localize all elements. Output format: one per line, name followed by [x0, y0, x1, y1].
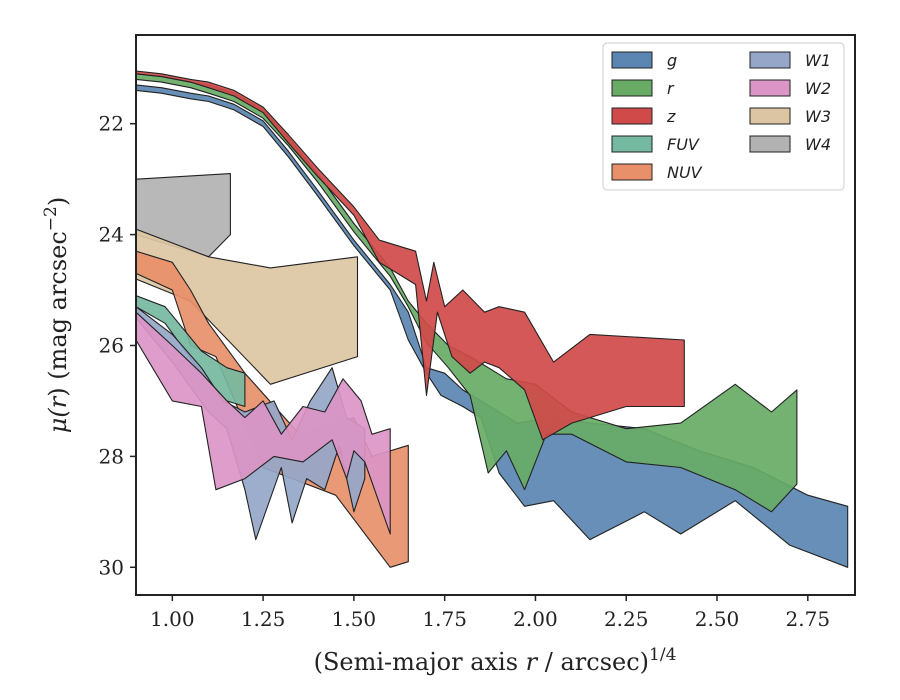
- y-tick-label: 30: [99, 555, 124, 579]
- legend-swatch-r: [611, 79, 653, 97]
- legend-label-w2: W2: [805, 79, 831, 98]
- legend: grz FUV NUV W1 W2 W3 W4: [602, 42, 845, 191]
- x-tick-label: 1.75: [422, 607, 467, 631]
- y-tick-label: 28: [99, 444, 124, 468]
- x-tick-label: 1.00: [150, 607, 195, 631]
- series-band-w3: [136, 228, 359, 385]
- x-tick-label: 2.75: [786, 607, 831, 631]
- series-band-w4: [136, 173, 231, 258]
- legend-label-fuv: FUV: [667, 135, 700, 154]
- plot-frame: [135, 34, 856, 596]
- x-tick-label: 1.50: [332, 607, 377, 631]
- x-tick-label: 2.00: [513, 607, 558, 631]
- legend-label-r: r: [667, 79, 675, 98]
- legend-swatch-fuv: [611, 135, 653, 153]
- y-tick-label: 22: [99, 112, 124, 136]
- legend-swatch-nuv: [611, 163, 653, 181]
- x-tick-label: 2.50: [695, 607, 740, 631]
- axis-ticks: 1.00 1.25 1.50 1.75 2.00 2.25 2.50 2.75 22 24 26 28…: [99, 112, 831, 631]
- x-tick-label: 2.25: [604, 607, 649, 631]
- legend-swatch-w2: [749, 79, 791, 97]
- legend-label-g: g: [667, 51, 677, 70]
- legend-swatch-w1: [749, 51, 791, 69]
- legend-swatch-w3: [749, 107, 791, 125]
- y-axis-label: μ(r) (mag arcsec−2): [41, 197, 72, 434]
- series-band-w2: [136, 311, 391, 535]
- y-tick-label: 26: [99, 333, 124, 357]
- legend-label-w3: W3: [805, 107, 831, 126]
- legend-swatch-g: [611, 51, 653, 69]
- x-tick-label: 1.25: [241, 607, 286, 631]
- legend-swatch-w4: [749, 135, 791, 153]
- series-band-r: [136, 73, 798, 513]
- legend-label-w4: W4: [805, 135, 831, 154]
- legend-swatch-z: [611, 107, 653, 125]
- legend-label-z: z: [666, 107, 676, 126]
- series-band-fuv: [136, 295, 246, 408]
- x-axis-label: (Semi-major axis r / arcsec)1/4: [314, 645, 677, 676]
- series-band-z: [136, 70, 685, 441]
- series-bands: [136, 70, 849, 568]
- y-tick-label: 24: [99, 223, 124, 247]
- legend-label-nuv: NUV: [667, 163, 703, 182]
- legend-label-w1: W1: [805, 51, 831, 70]
